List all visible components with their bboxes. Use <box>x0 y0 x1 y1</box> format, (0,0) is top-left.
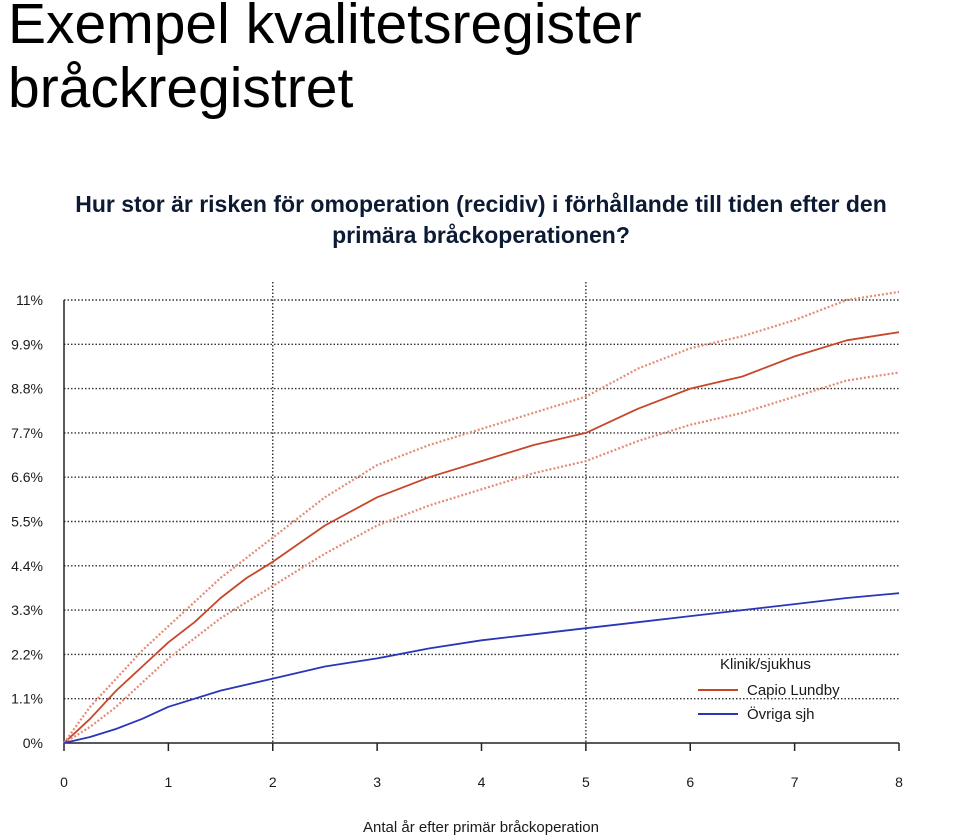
legend: Klinik/sjukhus Capio Lundby Övriga sjh <box>698 656 840 723</box>
y-tick-label: 11% <box>16 292 43 308</box>
legend-label: Övriga sjh <box>747 705 815 723</box>
chart-title: Hur stor är risken för omoperation (reci… <box>0 189 960 251</box>
y-tick-label: 2.2% <box>11 646 43 662</box>
x-tick-label: 3 <box>373 774 381 790</box>
series-capio-lundby-upper-bound <box>63 290 900 744</box>
y-tick-label: 0% <box>23 735 43 751</box>
legend-title: Klinik/sjukhus <box>720 656 811 673</box>
y-tick-label: 1.1% <box>11 691 43 707</box>
legend-label: Capio Lundby <box>747 682 840 699</box>
x-tick-label: 4 <box>478 774 486 790</box>
x-tick-label: 1 <box>164 774 172 790</box>
x-tick-label: 2 <box>269 774 277 790</box>
series-layer <box>63 290 900 744</box>
x-tick-label: 0 <box>60 774 68 790</box>
y-tick-label: 8.8% <box>11 381 43 397</box>
x-tick-label: 7 <box>791 774 799 790</box>
slide-title-line2: bråckregistret <box>8 56 354 120</box>
y-tick-label: 5.5% <box>11 514 43 530</box>
slide-title: Exempel kvalitetsregister bråckregistret <box>8 0 642 120</box>
axis-layer: 0%1.1%2.2%3.3%4.4%5.5%6.6%7.7%8.8%9.9%11… <box>11 292 903 790</box>
x-tick-label: 5 <box>582 774 590 790</box>
series-ovriga-sjh <box>63 592 900 744</box>
x-tick-label: 6 <box>686 774 694 790</box>
x-axis-title: Antal år efter primär bråckoperation <box>363 819 599 836</box>
y-tick-label: 7.7% <box>11 425 43 441</box>
y-tick-label: 3.3% <box>11 602 43 618</box>
y-tick-label: 4.4% <box>11 558 43 574</box>
x-tick-label: 8 <box>895 774 903 790</box>
y-tick-label: 6.6% <box>11 469 43 485</box>
chart-title-line1: Hur stor är risken för omoperation (reci… <box>75 191 887 217</box>
y-tick-label: 9.9% <box>11 336 43 352</box>
slide-title-line1: Exempel kvalitetsregister <box>8 0 642 56</box>
grid-layer <box>64 282 899 743</box>
series-capio-lundby <box>63 331 900 744</box>
chart-title-line2: primära bråckoperationen? <box>332 222 630 248</box>
